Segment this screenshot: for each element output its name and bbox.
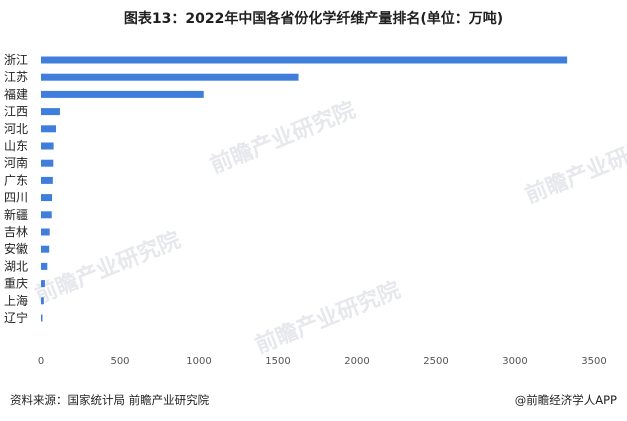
x-tick-label: 1500 — [265, 356, 290, 367]
category-label: 河南 — [4, 155, 28, 170]
bar — [41, 90, 204, 98]
category-label: 浙江 — [4, 53, 28, 67]
category-label: 江苏 — [4, 70, 28, 84]
x-tick-label: 3500 — [581, 356, 606, 367]
x-tick-label: 0 — [38, 356, 44, 367]
category-label: 吉林 — [4, 225, 28, 239]
bar — [41, 125, 57, 133]
bar — [41, 228, 50, 236]
bar — [41, 280, 45, 288]
x-tick-label: 2000 — [344, 356, 369, 367]
category-label: 上海 — [4, 293, 28, 308]
x-tick-label: 500 — [110, 356, 129, 367]
brand-label: @前瞻经济学人APP — [514, 393, 617, 407]
category-label: 河北 — [4, 122, 28, 136]
x-tick-label: 1000 — [186, 356, 211, 367]
bar — [41, 194, 53, 202]
bar — [41, 159, 54, 167]
bar — [41, 262, 48, 270]
category-label: 四川 — [4, 191, 28, 205]
bar — [41, 211, 52, 219]
category-label: 湖北 — [4, 258, 28, 273]
x-tick-label: 2500 — [423, 356, 448, 367]
bar — [41, 73, 299, 81]
category-label: 江西 — [4, 105, 28, 119]
category-label: 广东 — [4, 173, 28, 187]
category-label: 山东 — [4, 139, 28, 153]
category-label: 新疆 — [4, 207, 28, 222]
category-label: 辽宁 — [4, 310, 28, 325]
source-note: 资料来源：国家统计局 前瞻产业研究院 — [10, 393, 210, 407]
x-tick-label: 3000 — [502, 356, 527, 367]
category-label: 重庆 — [4, 277, 28, 291]
bar — [41, 314, 43, 322]
bar — [41, 56, 568, 64]
category-label: 福建 — [4, 86, 28, 101]
bar — [41, 176, 53, 184]
bar — [41, 245, 50, 253]
chart-title: 图表13：2022年中国各省份化学纤维产量排名(单位：万吨) — [123, 11, 504, 27]
bar — [41, 108, 60, 116]
bar — [41, 297, 44, 305]
category-label: 安徽 — [4, 241, 28, 256]
bar — [41, 142, 54, 150]
